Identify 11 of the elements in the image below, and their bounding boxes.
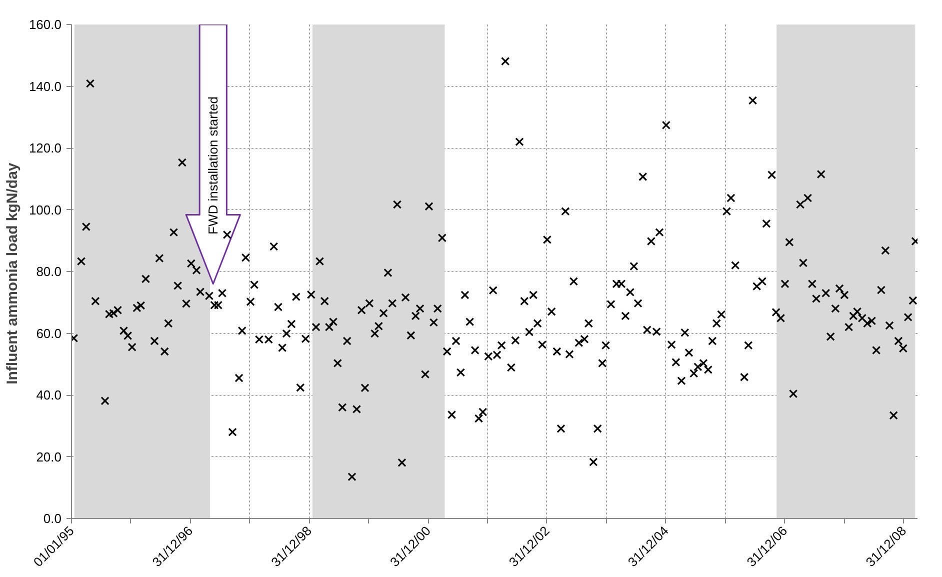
y-tick-label: 60.0 (36, 326, 62, 341)
y-axis-title: Influent ammonia load kgN/day (4, 162, 21, 384)
y-tick-label: 80.0 (36, 264, 62, 279)
y-tick-label: 140.0 (28, 78, 62, 94)
y-tick-label: 20.0 (36, 449, 62, 464)
y-tick-label: 0.0 (43, 511, 62, 526)
y-tick-label: 120.0 (28, 140, 62, 156)
y-tick-label: 40.0 (36, 388, 62, 402)
y-tick-label: 160.0 (28, 17, 62, 32)
y-tick-label: 100.0 (28, 202, 62, 218)
annotation: FWD installation started (206, 96, 221, 234)
